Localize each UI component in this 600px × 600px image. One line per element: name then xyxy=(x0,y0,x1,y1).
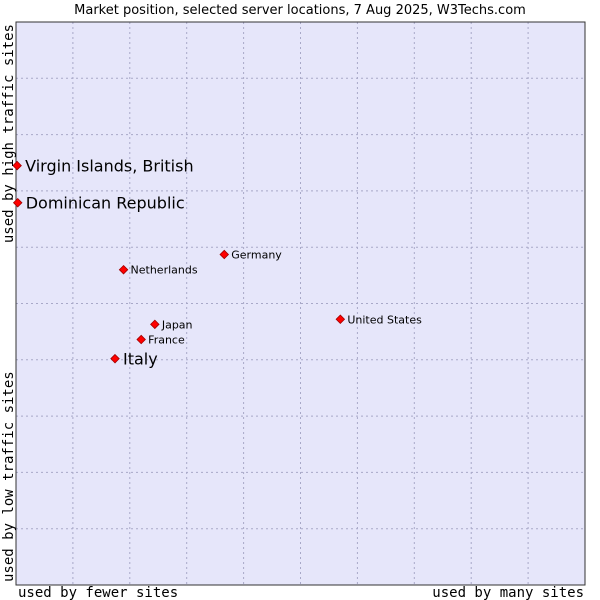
data-point-france: France xyxy=(136,334,185,347)
label-dominican-republic: Dominican Republic xyxy=(26,194,185,213)
data-point-germany: Germany xyxy=(219,249,282,262)
data-point-netherlands: Netherlands xyxy=(118,264,198,277)
marker-germany xyxy=(219,249,230,260)
plot-border xyxy=(15,21,586,586)
label-netherlands: Netherlands xyxy=(131,264,198,277)
data-point-virgin-islands-british: Virgin Islands, British xyxy=(12,157,194,176)
data-point-dominican-republic: Dominican Republic xyxy=(12,194,185,213)
y-axis-label-bottom: used by low traffic sites xyxy=(1,371,17,582)
label-france: France xyxy=(148,334,185,347)
label-italy: Italy xyxy=(123,350,158,369)
marker-united-states xyxy=(335,314,346,325)
chart-title: Market position, selected server locatio… xyxy=(74,3,526,18)
marker-netherlands xyxy=(118,264,129,275)
data-points: Virgin Islands, British Dominican Republi… xyxy=(12,157,422,369)
label-virgin-islands-british: Virgin Islands, British xyxy=(25,157,193,176)
x-axis-label-right: used by many sites xyxy=(432,585,584,600)
grid-lines xyxy=(16,22,585,585)
label-japan: Japan xyxy=(161,318,193,331)
marker-france xyxy=(136,334,146,345)
label-germany: Germany xyxy=(231,249,282,262)
data-point-italy: Italy xyxy=(110,350,158,369)
label-united-states: United States xyxy=(347,313,422,326)
x-axis-label-left: used by fewer sites xyxy=(18,585,178,600)
marker-japan xyxy=(150,319,160,330)
marker-virgin-islands-british xyxy=(12,160,22,171)
marker-dominican-republic xyxy=(12,197,23,208)
marker-italy xyxy=(110,353,120,364)
data-point-united-states: United States xyxy=(335,313,422,326)
data-point-japan: Japan xyxy=(150,318,193,331)
y-axis-label-top: used by high traffic sites xyxy=(1,24,17,243)
